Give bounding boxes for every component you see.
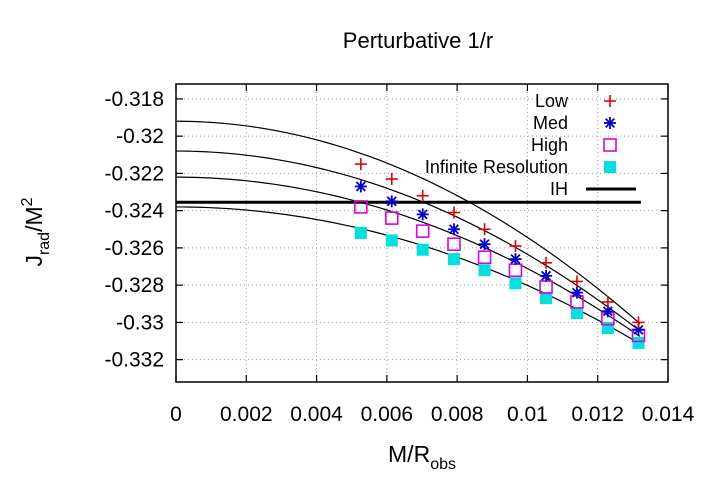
y-tick-label: -0.32	[116, 125, 164, 148]
point-low	[632, 316, 645, 329]
x-tick-label: 0	[170, 403, 182, 426]
legend-label: High	[531, 135, 568, 155]
point-infinite-resolution	[601, 321, 614, 334]
fit-curve-infinite-resolution	[175, 206, 641, 345]
point-high	[477, 250, 492, 265]
point-low	[354, 158, 367, 171]
legend-label: IH	[550, 179, 568, 199]
point-med	[385, 195, 398, 208]
point-med	[416, 208, 429, 221]
point-infinite-resolution	[478, 264, 491, 277]
data-points	[354, 158, 646, 349]
point-low	[570, 275, 583, 288]
y-axis-label: Jrad/M2	[19, 197, 53, 266]
point-low	[540, 256, 553, 269]
fit-curve-med	[175, 150, 641, 332]
point-high	[354, 200, 368, 214]
legend-swatch-infinite-resolution	[604, 161, 616, 173]
point-high	[508, 263, 523, 278]
point-infinite-resolution	[354, 227, 367, 239]
point-high	[447, 237, 461, 251]
point-infinite-resolution	[632, 336, 645, 349]
legend-swatch-high	[603, 138, 617, 152]
legend-swatch-low	[604, 95, 616, 107]
point-infinite-resolution	[509, 277, 522, 290]
x-axis-label: M/Robs	[388, 441, 456, 473]
x-tick-label: 0.014	[642, 403, 695, 426]
point-med	[354, 180, 367, 193]
fit-curves	[175, 120, 641, 345]
y-tick-label: -0.324	[104, 200, 164, 223]
fit-curve-low	[175, 120, 641, 325]
y-tick-label: -0.328	[104, 274, 164, 297]
point-med	[570, 286, 583, 299]
point-med	[509, 253, 522, 266]
point-low	[416, 189, 429, 202]
point-low	[447, 206, 460, 219]
point-med	[478, 238, 491, 251]
x-tick-label: 0.012	[571, 403, 624, 426]
point-low	[385, 172, 398, 185]
point-low	[478, 223, 491, 236]
point-infinite-resolution	[416, 243, 429, 256]
y-tick-label: -0.33	[116, 311, 164, 334]
chart-title: Perturbative 1/r	[343, 28, 493, 53]
point-infinite-resolution	[570, 307, 583, 320]
point-high	[415, 224, 430, 238]
y-tick-label: -0.318	[104, 88, 164, 111]
x-tick-label: 0.004	[290, 403, 343, 426]
x-tick-label: 0.002	[220, 403, 273, 426]
legend-swatch-med	[604, 117, 616, 129]
x-axis-ticks: 0 0.002 0.004 0.006 0.008 0.01 0.012 0.014	[170, 84, 695, 426]
point-med	[601, 305, 614, 318]
fit-curve-high	[175, 176, 641, 337]
y-tick-label: -0.332	[104, 349, 164, 372]
point-infinite-resolution	[385, 234, 398, 247]
x-tick-label: 0.006	[361, 403, 414, 426]
point-low	[601, 295, 614, 308]
legend-label: Infinite Resolution	[425, 157, 568, 177]
point-high	[539, 280, 553, 294]
x-tick-label: 0.008	[431, 403, 484, 426]
point-infinite-resolution	[540, 292, 553, 305]
point-med	[447, 223, 460, 236]
y-tick-label: -0.322	[104, 162, 164, 185]
x-tick-label: 0.01	[507, 403, 548, 426]
point-low	[509, 240, 522, 253]
point-high	[384, 211, 399, 225]
grid	[176, 84, 668, 382]
y-tick-label: -0.326	[104, 237, 164, 260]
plot-frame	[175, 83, 669, 383]
legend-label: Low	[535, 91, 569, 111]
point-infinite-resolution	[447, 253, 460, 266]
point-med	[540, 269, 553, 282]
y-axis-ticks: -0.318 -0.32 -0.322 -0.324 -0.326 -0.328 -0.33…	[104, 88, 668, 372]
legend-label: Med	[533, 113, 568, 133]
